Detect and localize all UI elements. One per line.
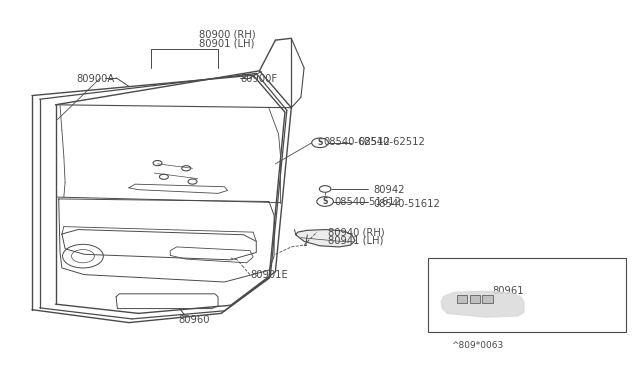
Text: 80901 (LH): 80901 (LH) [199, 39, 254, 49]
Bar [483, 295, 493, 304]
Bar [470, 295, 480, 304]
Text: 80900A: 80900A [77, 74, 115, 84]
Text: 80942: 80942 [373, 185, 404, 195]
Text: 80940 (RH): 80940 (RH) [328, 227, 384, 237]
Text: S: S [317, 138, 323, 147]
Text: ^809*0063: ^809*0063 [451, 341, 503, 350]
Text: 80961: 80961 [492, 286, 524, 296]
Text: 80901E: 80901E [250, 270, 287, 280]
Text: 08540-51612: 08540-51612 [373, 199, 440, 209]
Text: 08540-51612: 08540-51612 [334, 196, 401, 206]
Bar [457, 295, 467, 304]
Text: 08540-62512: 08540-62512 [323, 137, 390, 147]
Polygon shape [441, 291, 524, 317]
Text: 80900 (RH): 80900 (RH) [199, 30, 255, 40]
Text: 80960: 80960 [179, 315, 210, 325]
Text: S: S [323, 197, 328, 206]
Text: 80900F: 80900F [241, 74, 278, 84]
Polygon shape [296, 230, 355, 247]
Text: 80941 (LH): 80941 (LH) [328, 235, 383, 246]
Bar [428, 258, 626, 332]
Text: 08540-62512: 08540-62512 [358, 137, 425, 147]
